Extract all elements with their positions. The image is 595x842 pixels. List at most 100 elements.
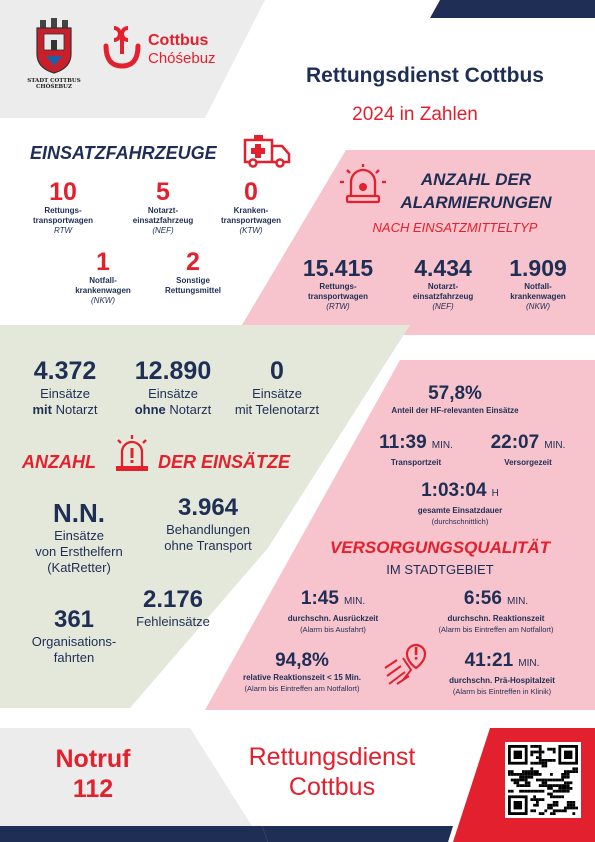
einsatz-line2: mit Telenotarzt xyxy=(222,402,332,418)
gesamt-unit: H xyxy=(491,488,499,499)
einsatz-emphasis: mit xyxy=(32,402,52,417)
einsatz-line1: Einsätze xyxy=(252,386,302,401)
alarm-value: 1.909 xyxy=(509,255,567,281)
city-crest: STADT COTTBUS CHÓŚEBUZ xyxy=(22,18,86,90)
fahrzeug-item: 1 Notfall-krankenwagen (NKW) xyxy=(58,248,148,306)
alarm-label-1: Rettungs- xyxy=(319,282,357,291)
reaktion-label: durchschn. Reaktionszeit xyxy=(447,614,545,623)
footer-name-line2: Cottbus xyxy=(288,773,376,801)
fahrzeug-label-2: transportwagen xyxy=(220,216,281,225)
fahrzeug-item: 2 Sonstige Rettungsmittel xyxy=(148,248,238,296)
versorgung-unit: MIN. xyxy=(544,440,566,451)
route-alert-icon xyxy=(384,643,427,685)
reaktion-unit: MIN. xyxy=(507,596,529,607)
footer-name: Rettungsdienst Cottbus xyxy=(212,742,452,802)
fehl-line1: Fehleinsätze xyxy=(136,614,210,629)
einsatz-line2: ohne Notarzt xyxy=(118,402,228,418)
gesamt-block: 1:03:04 H gesamte Einsatzdauer (durchsch… xyxy=(380,480,540,527)
notruf-label: Notruf xyxy=(55,745,131,773)
fahrzeug-label-1: Notfall- xyxy=(89,276,117,285)
hf-value: 57,8% xyxy=(428,383,482,404)
transport-label: Transportzeit xyxy=(390,458,442,467)
einsaetze-heading-left: ANZAHL xyxy=(22,452,96,472)
reaktion-note: (Alarm bis Eintreffen am Notfallort) xyxy=(438,625,554,634)
ausrueck-note: (Alarm bis Ausfahrt) xyxy=(300,625,366,634)
einsatz-item: 4.372 Einsätze mit Notarzt xyxy=(10,356,120,418)
organisation-value: 361 xyxy=(53,606,95,633)
fahrzeug-abbr: RTW xyxy=(53,226,73,235)
behandlungen-block: 3.964 Behandlungen ohne Transport xyxy=(148,494,268,554)
fehl-block: 2.176 Fehleinsätze xyxy=(118,586,228,630)
ausrueck-value: 1:45 xyxy=(300,588,339,609)
fahrzeug-label-1: Kranken- xyxy=(233,206,269,215)
nn-line3: (KatRetter) xyxy=(47,560,111,575)
reaktion-block: 6:56 MIN. durchschn. Reaktionszeit (Alar… xyxy=(412,588,580,635)
fahrzeug-label-2: Rettungsmittel xyxy=(165,286,221,295)
coat-of-arms-icon xyxy=(36,18,72,74)
versorgung-label: Versorgezeit xyxy=(504,458,552,467)
versorgung-block: 22:07 MIN. Versorgezeit xyxy=(470,432,586,469)
fahrzeug-label-1: Sonstige xyxy=(176,276,210,285)
einsatz-line2-rest: Notarzt xyxy=(165,402,212,417)
prae-value: 41:21 xyxy=(464,650,514,671)
ausrueck-block: 1:45 MIN. durchschn. Ausrückzeit (Alarm … xyxy=(268,588,398,635)
alarm-label-2: transportwagen xyxy=(307,292,368,301)
organisation-block: 361 Organisations- fahrten xyxy=(14,606,134,666)
nn-line2: von Ersthelfern xyxy=(35,544,123,559)
fahrzeug-label-1: Rettungs- xyxy=(44,206,82,215)
fahrzeug-label-2: einsatzfahrzeug xyxy=(132,216,194,225)
alarm-subheading: NACH EINSATZMITTELTYP xyxy=(372,220,538,235)
cottbus-logo-icon xyxy=(103,26,141,69)
einsatz-line2: mit Notarzt xyxy=(10,402,120,418)
hf-label: Anteil der HF-relevanten Einsätze xyxy=(391,406,519,415)
behandlungen-line1: Behandlungen xyxy=(166,522,250,537)
qualitaet-subheading: IM STADTGEBIET xyxy=(386,562,494,577)
fahrzeug-value: 1 xyxy=(96,248,110,276)
prae-block: 41:21 MIN. durchschn. Prä-Hospitalzeit (… xyxy=(422,650,582,697)
fahrzeug-value: 5 xyxy=(156,178,170,206)
hf-block: 57,8% Anteil der HF-relevanten Einsätze xyxy=(360,383,550,417)
fahrzeug-abbr: (KTW) xyxy=(239,226,263,235)
einsatz-item: 0 Einsätze mit Telenotarzt xyxy=(222,356,332,418)
footer-name-line1: Rettungsdienst xyxy=(248,743,416,771)
relativ-block: 94,8% relative Reaktionszeit < 15 Min. (… xyxy=(222,650,382,694)
alarm-label-1: Notfall- xyxy=(524,282,552,291)
alarm-item: 15.415 Rettungs-transportwagen (RTW) xyxy=(290,254,386,312)
transport-block: 11:39 MIN. Transportzeit xyxy=(358,432,474,469)
page-title: Rettungsdienst Cottbus xyxy=(306,64,544,87)
alarm-abbr: (NKW) xyxy=(526,302,550,311)
ausrueck-label: durchschn. Ausrückzeit xyxy=(287,614,379,623)
fahrzeug-value: 2 xyxy=(186,248,200,276)
crest-caption-1: STADT COTTBUS xyxy=(27,78,81,84)
einsatz-value: 4.372 xyxy=(33,357,97,385)
qr-code-icon[interactable] xyxy=(505,742,581,818)
fahrzeuge-heading: EINSATZFAHRZEUGE xyxy=(30,143,217,163)
fahrzeug-item: 10 Rettungs-transportwagen RTW xyxy=(18,178,108,236)
relativ-label: relative Reaktionszeit < 15 Min. xyxy=(242,673,362,682)
einsatz-line2-rest: mit Telenotarzt xyxy=(234,402,320,417)
nn-line1: Einsätze xyxy=(54,528,104,543)
fahrzeug-item: 0 Kranken-transportwagen (KTW) xyxy=(206,178,296,236)
transport-unit: MIN. xyxy=(431,440,453,451)
fahrzeug-label-1: Notarzt- xyxy=(147,206,179,215)
gesamt-note: (durchschnittlich) xyxy=(431,517,489,526)
qualitaet-heading: VERSORGUNGSQUALITÄT xyxy=(329,538,551,557)
alarm-label-2: krankenwagen xyxy=(510,292,566,301)
alarm-heading-2: ALARMIERUNGEN xyxy=(400,193,552,212)
einsatz-line1: Einsätze xyxy=(40,386,90,401)
einsatz-line2-rest: Notarzt xyxy=(51,402,98,417)
nn-value: N.N. xyxy=(53,498,105,528)
versorgung-value: 22:07 xyxy=(490,432,540,453)
einsatz-value: 12.890 xyxy=(134,357,212,385)
fahrzeug-abbr: (NEF) xyxy=(152,226,174,235)
alarm-item: 1.909 Notfall-krankenwagen (NKW) xyxy=(490,254,586,312)
prae-label: durchschn. Prä-Hospitalzeit xyxy=(449,676,555,685)
qr-code-graphic xyxy=(508,745,578,815)
fahrzeug-label-2: krankenwagen xyxy=(75,286,131,295)
reaktion-value: 6:56 xyxy=(463,588,502,609)
page-subtitle: 2024 in Zahlen xyxy=(352,104,478,125)
prae-unit: MIN. xyxy=(518,658,540,669)
notruf-block: Notruf 112 xyxy=(28,744,158,804)
alarm-value: 4.434 xyxy=(414,255,472,281)
